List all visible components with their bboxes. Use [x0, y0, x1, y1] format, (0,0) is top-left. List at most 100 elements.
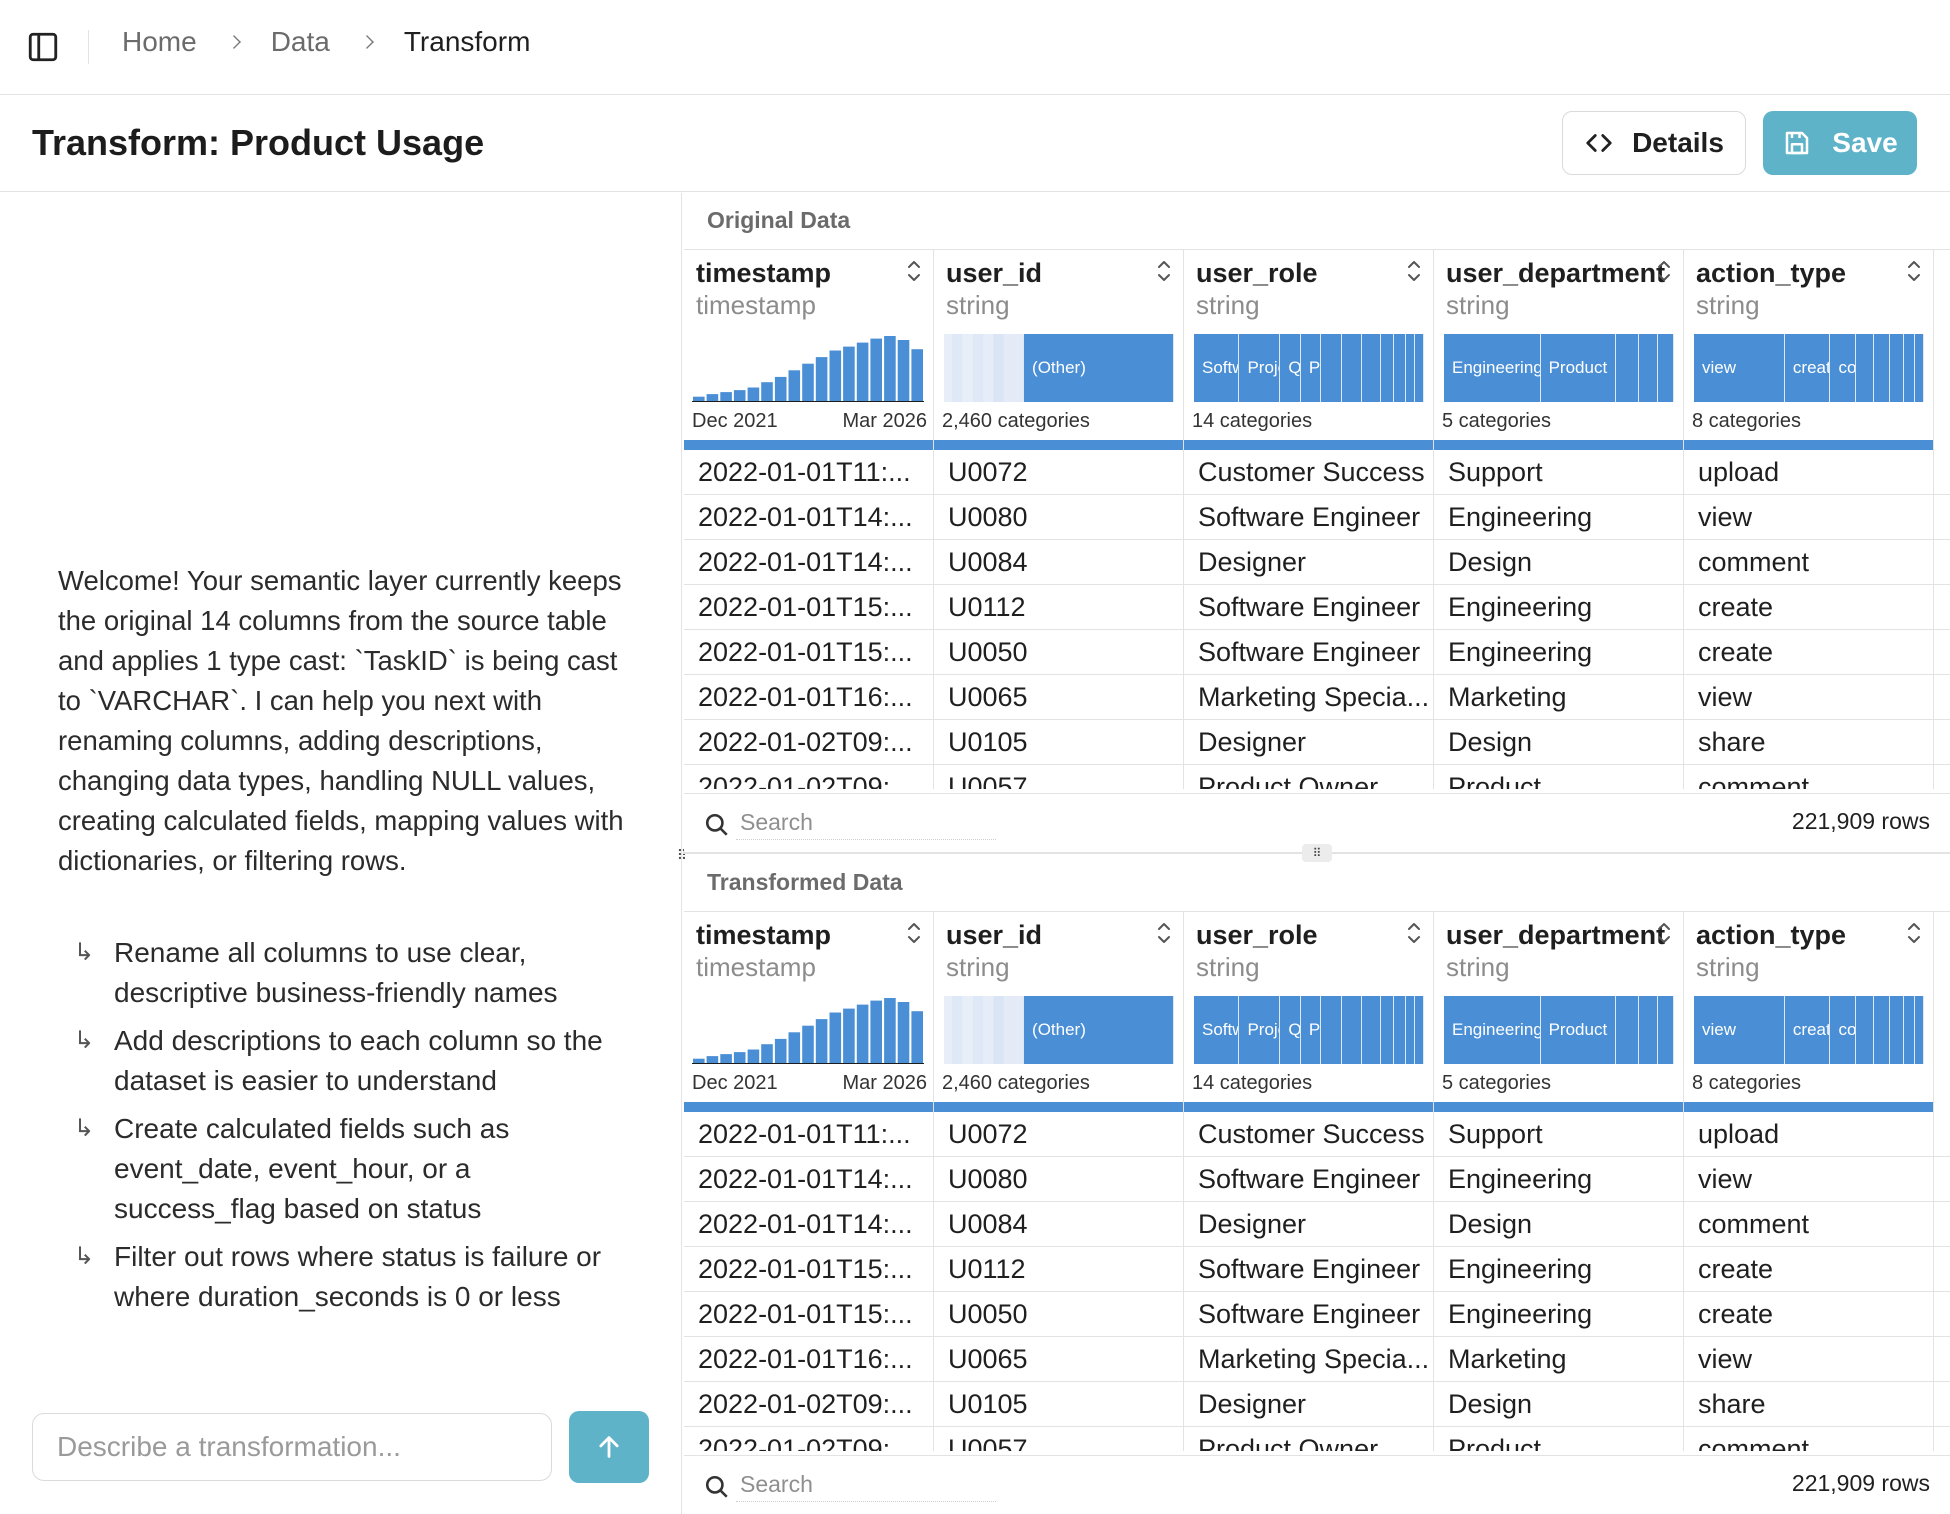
- sort-icon[interactable]: [1405, 920, 1423, 946]
- category-segment[interactable]: create: [1784, 996, 1831, 1064]
- send-button[interactable]: [569, 1411, 649, 1483]
- table-row[interactable]: 2022-01-01T15:... U0112 Software Engineer E…: [684, 1247, 1950, 1292]
- category-segment[interactable]: [1616, 996, 1640, 1064]
- save-button[interactable]: Save: [1763, 111, 1917, 175]
- category-segment[interactable]: (Other): [1024, 996, 1174, 1064]
- category-segment[interactable]: QA: [1280, 996, 1301, 1064]
- grid-search-input[interactable]: [736, 806, 996, 840]
- category-segment[interactable]: [953, 996, 963, 1064]
- sort-icon[interactable]: [1905, 258, 1923, 284]
- table-row[interactable]: 2022-01-01T14:... U0080 Software Engineer E…: [684, 1157, 1950, 1202]
- category-segment[interactable]: [1380, 996, 1395, 1064]
- category-segment[interactable]: [1415, 996, 1424, 1064]
- category-segment[interactable]: [1362, 334, 1381, 402]
- category-segment[interactable]: [1321, 334, 1342, 402]
- table-row[interactable]: 2022-01-01T14:... U0084 Designer Design comm…: [684, 540, 1950, 585]
- category-segment[interactable]: (Other): [1024, 334, 1174, 402]
- category-segment[interactable]: [1873, 334, 1890, 402]
- table-row[interactable]: 2022-01-02T09:... U0105 Designer Design shar…: [684, 1382, 1950, 1427]
- sort-icon[interactable]: [1655, 258, 1673, 284]
- category-segment[interactable]: Pr: [1300, 996, 1322, 1064]
- table-row[interactable]: 2022-01-01T16:... U0065 Marketing Specia..…: [684, 1337, 1950, 1382]
- category-segment[interactable]: [1003, 334, 1025, 402]
- suggestion-item[interactable]: ↳ Create calculated fields such as event…: [74, 1109, 634, 1229]
- grid-search-input[interactable]: [736, 1468, 996, 1502]
- breadcrumb-home[interactable]: Home: [122, 26, 197, 57]
- category-segment[interactable]: [982, 996, 995, 1064]
- table-row[interactable]: 2022-01-01T16:... U0065 Marketing Specia..…: [684, 675, 1950, 720]
- category-segment[interactable]: [1394, 334, 1406, 402]
- category-segment[interactable]: Engineering: [1444, 334, 1541, 402]
- sort-icon[interactable]: [1155, 258, 1173, 284]
- category-segment[interactable]: [994, 334, 1004, 402]
- column-header[interactable]: timestamp timestamp Dec 2021 Mar 2026: [684, 912, 934, 1112]
- category-segment[interactable]: Software Engineer: [1194, 334, 1240, 402]
- category-segment[interactable]: [1639, 996, 1658, 1064]
- table-row[interactable]: 2022-01-01T15:... U0050 Software Engineer E…: [684, 1292, 1950, 1337]
- panel-resize-handle[interactable]: ⠿: [676, 846, 688, 863]
- category-segment[interactable]: [1889, 996, 1904, 1064]
- table-row[interactable]: 2022-01-02T09:... U0057 Product Owner Produ…: [684, 1427, 1950, 1451]
- column-header[interactable]: user_department string Engineering Product 5…: [1434, 250, 1684, 450]
- category-segment[interactable]: [1903, 334, 1915, 402]
- category-segment[interactable]: [1855, 996, 1874, 1064]
- category-segment[interactable]: [1639, 334, 1658, 402]
- suggestion-item[interactable]: ↳ Filter out rows where status is failur…: [74, 1237, 634, 1317]
- category-segment[interactable]: Product: [1540, 996, 1617, 1064]
- category-segment[interactable]: Software Engineer: [1194, 996, 1240, 1064]
- category-segment[interactable]: [1362, 996, 1381, 1064]
- category-segment[interactable]: [1341, 334, 1363, 402]
- sort-icon[interactable]: [905, 920, 923, 946]
- suggestion-item[interactable]: ↳ Add descriptions to each column so the…: [74, 1021, 634, 1101]
- suggestion-item[interactable]: ↳ Rename all columns to use clear, descr…: [74, 933, 634, 1013]
- category-segment[interactable]: [973, 996, 983, 1064]
- table-row[interactable]: 2022-01-01T14:... U0084 Designer Design comm…: [684, 1202, 1950, 1247]
- category-segment[interactable]: [1616, 334, 1640, 402]
- category-segment[interactable]: [944, 996, 954, 1064]
- column-header[interactable]: timestamp timestamp Dec 2021 Mar 2026: [684, 250, 934, 450]
- table-row[interactable]: 2022-01-01T11:... U0072 Customer Success Su…: [684, 450, 1950, 495]
- category-segment[interactable]: [1394, 996, 1406, 1064]
- sort-icon[interactable]: [1155, 920, 1173, 946]
- category-segment[interactable]: [1405, 996, 1416, 1064]
- category-segment[interactable]: [962, 996, 974, 1064]
- sort-icon[interactable]: [1405, 258, 1423, 284]
- breadcrumb-data[interactable]: Data: [270, 26, 330, 57]
- table-row[interactable]: 2022-01-02T09:... U0057 Product Owner Produ…: [684, 765, 1950, 789]
- category-segment[interactable]: [1341, 996, 1363, 1064]
- table-row[interactable]: 2022-01-02T09:... U0105 Designer Design shar…: [684, 720, 1950, 765]
- category-segment[interactable]: Pr: [1300, 334, 1322, 402]
- transformation-input[interactable]: [32, 1413, 552, 1481]
- table-row[interactable]: 2022-01-01T15:... U0112 Software Engineer E…: [684, 585, 1950, 630]
- category-segment[interactable]: [1914, 996, 1924, 1064]
- category-segment[interactable]: [1405, 334, 1416, 402]
- category-segment[interactable]: [1914, 334, 1924, 402]
- category-segment[interactable]: [1321, 996, 1342, 1064]
- category-segment[interactable]: create: [1784, 334, 1831, 402]
- category-segment[interactable]: Project Manager: [1239, 996, 1281, 1064]
- category-segment[interactable]: view: [1694, 334, 1785, 402]
- category-segment[interactable]: [953, 334, 963, 402]
- category-segment[interactable]: [1903, 996, 1915, 1064]
- table-row[interactable]: 2022-01-01T14:... U0080 Software Engineer E…: [684, 495, 1950, 540]
- sort-icon[interactable]: [1655, 920, 1673, 946]
- sidebar-toggle-icon[interactable]: [26, 30, 60, 64]
- details-button[interactable]: Details: [1562, 111, 1746, 175]
- category-segment[interactable]: [944, 334, 954, 402]
- category-segment[interactable]: [1415, 334, 1424, 402]
- category-segment[interactable]: [1657, 334, 1674, 402]
- category-segment[interactable]: Project Manager: [1239, 334, 1281, 402]
- category-segment[interactable]: view: [1694, 996, 1785, 1064]
- sort-icon[interactable]: [1905, 920, 1923, 946]
- category-segment[interactable]: [982, 334, 995, 402]
- category-segment[interactable]: [1657, 996, 1674, 1064]
- sort-icon[interactable]: [905, 258, 923, 284]
- split-resize-handle[interactable]: ⠿: [1302, 844, 1332, 862]
- column-header[interactable]: user_id string (Other) 2,460 categories: [934, 250, 1184, 450]
- table-row[interactable]: 2022-01-01T15:... U0050 Software Engineer E…: [684, 630, 1950, 675]
- category-segment[interactable]: [1855, 334, 1874, 402]
- column-header[interactable]: user_id string (Other) 2,460 categories: [934, 912, 1184, 1112]
